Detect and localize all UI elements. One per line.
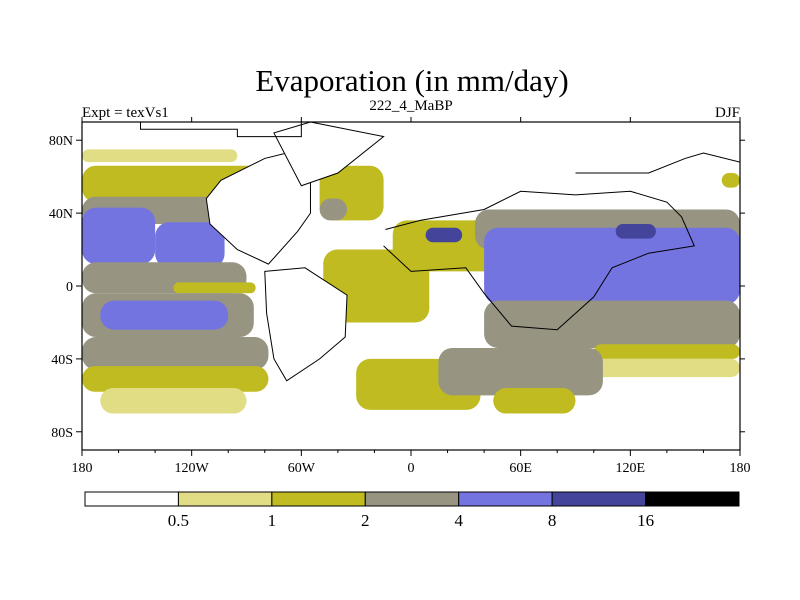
south-america-land: [264, 267, 348, 382]
y-tick-label: 40S: [51, 353, 73, 368]
colorbar-label: 8: [548, 511, 557, 530]
north-america-land: [205, 152, 311, 265]
case-label: 222_4_MaBP: [369, 98, 452, 114]
x-tick-label: 0: [408, 461, 415, 476]
fill-band-16: [425, 227, 463, 243]
coastline-layer: [139, 122, 740, 331]
colorbar-swatch-5: [458, 491, 553, 507]
colorbar-swatch-6: [551, 491, 647, 507]
season-label: DJF: [715, 105, 740, 121]
chart-title: Evaporation (in mm/day): [255, 63, 568, 98]
fill-band-18: [484, 300, 740, 348]
fill-band-10: [82, 337, 269, 370]
north-polar-outline: [139, 122, 302, 138]
fill-band-24: [438, 347, 603, 396]
y-tick-label: 80N: [49, 134, 73, 149]
fill-band-1: [82, 149, 238, 163]
colorbar-label: 2: [361, 511, 370, 530]
x-tick-label: 180: [72, 461, 93, 476]
fill-band-17: [615, 224, 656, 239]
colorbar: 0.5 1 2 4 8 16: [84, 491, 740, 530]
colorbar-label: 4: [454, 511, 463, 530]
colorbar-label: 0.5: [168, 511, 189, 530]
experiment-label: Expt = texVs1: [82, 105, 169, 121]
asia-arctic-outline: [575, 152, 740, 174]
colorbar-label: 16: [637, 511, 654, 530]
colorbar-swatch-2: [177, 491, 273, 507]
x-tick-label: 60W: [288, 461, 316, 476]
evaporation-fill-layer: [82, 149, 740, 414]
fill-band-9: [100, 300, 229, 330]
fill-band-21: [721, 173, 740, 188]
fill-band-4: [82, 207, 156, 265]
fill-band-20: [593, 358, 740, 378]
fill-band-15: [484, 227, 740, 305]
colorbar-swatch-3: [271, 491, 366, 507]
land-mask-layer: [205, 122, 385, 382]
fill-band-27: [319, 198, 348, 221]
x-tick-label: 120E: [616, 461, 646, 476]
fill-band-22: [323, 249, 430, 323]
colorbar-swatch-1: [84, 491, 179, 507]
x-tick-label: 120W: [175, 461, 210, 476]
y-axis: 80N 40N 0 40S 80S: [49, 134, 745, 441]
fill-band-5: [155, 222, 225, 268]
fill-band-25: [493, 388, 576, 414]
fill-band-7: [173, 282, 256, 294]
fill-band-11: [82, 366, 269, 392]
colorbar-swatch-4: [364, 491, 460, 507]
colorbar-label: 1: [268, 511, 277, 530]
greenland-land: [273, 122, 385, 187]
colorbar-swatch-7: [645, 491, 740, 507]
map-area: [82, 122, 740, 450]
y-tick-label: 0: [66, 280, 73, 295]
x-axis: 180 120W 60W 0 60E 120E 180: [72, 117, 751, 476]
y-tick-label: 80S: [51, 426, 73, 441]
y-tick-label: 40N: [49, 207, 73, 222]
x-tick-label: 180: [730, 461, 751, 476]
fill-band-12: [100, 388, 247, 414]
fill-band-19: [593, 344, 740, 359]
x-tick-label: 60E: [509, 461, 532, 476]
africa-eurasia-coast: [383, 190, 696, 331]
